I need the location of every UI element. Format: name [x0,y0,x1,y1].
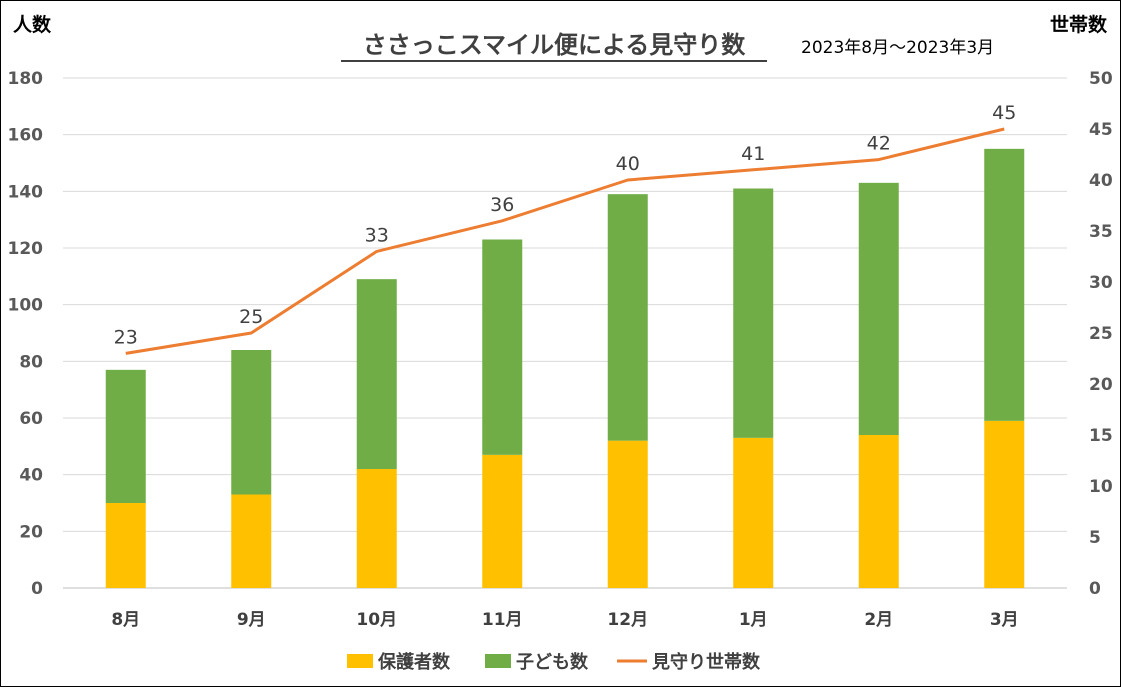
left-tick-label: 100 [8,296,44,316]
chart-title: ささっこスマイル便による見守り数 [363,31,747,59]
legend-guardians-label: 保護者数 [377,651,451,673]
chart-subtitle: 2023年8月～2023年3月 [801,38,994,58]
bar-guardians [357,469,397,588]
bar-children [859,183,899,435]
legend-children-label: 子ども数 [516,651,589,673]
bar-children [984,149,1024,421]
line-data-label: 41 [741,143,765,165]
left-tick-label: 80 [19,352,43,372]
category-label: 10月 [356,610,397,630]
bar-children [733,189,773,438]
left-tick-label: 20 [19,522,43,542]
category-label: 9月 [237,610,266,630]
bar-guardians [231,495,271,589]
right-tick-label: 10 [1089,477,1113,497]
left-tick-label: 140 [8,182,44,202]
line-data-label: 42 [867,133,891,155]
legend-children-swatch [485,654,511,668]
left-tick-label: 160 [8,126,44,146]
category-label: 2月 [864,610,893,630]
left-tick-label: 120 [8,239,44,259]
left-axis-title: 人数 [13,13,52,36]
left-tick-label: 0 [31,579,43,599]
right-tick-label: 35 [1089,222,1113,242]
category-label: 11月 [482,610,523,630]
right-tick-label: 0 [1089,579,1101,599]
bar-layer [106,149,1025,588]
line-data-label: 36 [490,194,514,216]
bar-guardians [608,441,648,588]
bar-guardians [859,435,899,588]
right-tick-label: 40 [1089,171,1113,191]
category-label: 8月 [111,610,140,630]
line-data-label: 33 [365,224,389,246]
label-layer: 0 20 40 60 80 100 120 140 160 180 0 5 10 15 20 25 30 35 40… [8,69,1113,630]
line-data-label: 23 [114,326,138,348]
right-tick-label: 50 [1089,69,1113,89]
legend: 保護者数 子ども数 見守り世帯数 [347,651,761,673]
bar-children [608,194,648,441]
bar-children [482,240,522,455]
right-tick-label: 45 [1089,120,1113,140]
right-tick-label: 15 [1089,426,1113,446]
legend-households-label: 見守り世帯数 [651,651,761,673]
line-data-label: 45 [992,102,1016,124]
line-data-label: 25 [239,306,263,328]
line-data-label: 40 [616,153,640,175]
bar-children [357,279,397,469]
left-tick-label: 180 [8,69,44,89]
category-label: 1月 [739,610,768,630]
right-axis-title: 世帯数 [1050,13,1108,36]
bar-guardians [106,503,146,588]
legend-guardians-swatch [347,654,373,668]
bar-guardians [984,421,1024,588]
category-label: 12月 [607,610,648,630]
right-tick-label: 30 [1089,273,1113,293]
right-tick-label: 20 [1089,375,1113,395]
right-tick-label: 5 [1089,528,1101,548]
right-tick-label: 25 [1089,324,1113,344]
category-label: 3月 [990,610,1019,630]
left-tick-label: 40 [19,466,43,486]
left-tick-label: 60 [19,409,43,429]
bar-children [106,370,146,503]
grid-layer [63,78,1067,588]
bar-guardians [733,438,773,588]
bar-children [231,350,271,495]
bar-guardians [482,455,522,588]
